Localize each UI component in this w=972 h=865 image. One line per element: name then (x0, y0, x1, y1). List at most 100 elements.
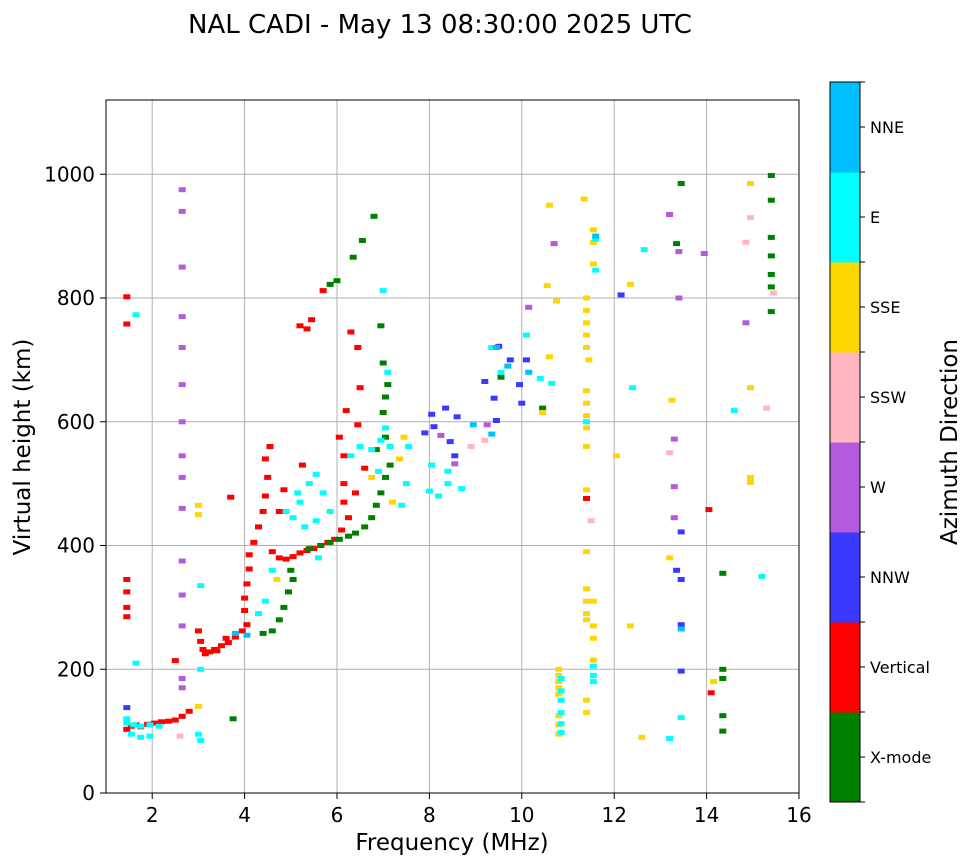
point-sse (589, 261, 597, 267)
point-sse (273, 577, 281, 582)
point-e (375, 468, 383, 474)
point-nnw (516, 382, 523, 388)
point-vertical (261, 456, 269, 462)
point-sse (583, 295, 590, 301)
point-sse (583, 345, 590, 350)
point-e (730, 408, 738, 414)
y-tick-label: 800 (57, 286, 95, 310)
point-sse (583, 413, 590, 419)
point-x-mode (719, 676, 727, 681)
point-x-mode (719, 666, 727, 672)
point-nnw (451, 453, 459, 459)
point-sse (194, 502, 202, 508)
point-e (382, 425, 389, 431)
point-e (592, 236, 600, 242)
point-x-mode (275, 617, 283, 623)
point-nnw (421, 430, 429, 436)
point-vertical (197, 638, 205, 644)
point-vertical (275, 509, 283, 514)
point-vertical (123, 726, 131, 732)
point-sse (400, 434, 408, 440)
colorbar-segment (830, 352, 860, 443)
point-nnw (123, 705, 131, 711)
data-points (123, 173, 778, 743)
point-vertical (583, 496, 590, 501)
point-sse (583, 549, 590, 555)
point-vertical (171, 717, 179, 723)
point-x-mode (767, 234, 775, 240)
point-e (557, 676, 565, 681)
point-x-mode (539, 405, 547, 411)
grid-lines (106, 100, 800, 794)
point-vertical (238, 628, 246, 634)
point-vertical (255, 524, 262, 530)
point-vertical (250, 539, 258, 545)
point-sse (583, 388, 590, 394)
point-nnw (522, 357, 530, 363)
chart-title: NAL CADI - May 13 08:30:00 2025 UTC (188, 10, 692, 40)
point-sse (555, 713, 563, 719)
point-sse (583, 617, 590, 623)
point-e (197, 583, 205, 589)
point-vertical (342, 408, 350, 414)
colorbar: X-mode Vertical NNW W SSW SSE E NNE (830, 81, 931, 803)
point-w (675, 295, 683, 301)
point-ssw (467, 444, 475, 449)
point-w (742, 320, 750, 326)
point-sse (589, 623, 597, 629)
point-w (178, 419, 186, 425)
point-e (326, 509, 334, 514)
point-e (356, 444, 364, 449)
point-vertical (308, 317, 316, 323)
point-e (677, 715, 685, 720)
point-x-mode (259, 630, 267, 636)
point-x-mode (719, 713, 727, 719)
point-sse (546, 202, 553, 208)
point-e (557, 710, 565, 716)
point-sse (747, 479, 754, 485)
point-x-mode (349, 254, 357, 260)
point-nnw (677, 622, 685, 628)
point-nnw (481, 379, 489, 384)
point-x-mode (345, 533, 352, 539)
point-vertical (164, 718, 172, 724)
colorbar-frame (829, 81, 861, 803)
point-vertical (356, 385, 364, 391)
point-sse (583, 611, 590, 617)
point-nnw (430, 424, 438, 430)
point-vertical (340, 453, 348, 459)
point-vertical (331, 536, 339, 542)
point-nnw (617, 292, 625, 298)
point-nnw (677, 577, 685, 582)
point-e (557, 688, 565, 694)
point-e (444, 468, 452, 474)
point-sse (583, 307, 590, 313)
point-x-mode (382, 434, 389, 440)
point-sse (589, 239, 597, 245)
point-sse (555, 672, 563, 678)
point-vertical (275, 555, 283, 561)
point-e (497, 369, 505, 375)
point-vertical (123, 614, 131, 620)
point-sse (626, 281, 634, 287)
point-e (123, 720, 131, 726)
point-e (261, 598, 269, 604)
point-vertical (123, 577, 131, 582)
point-sse (583, 444, 590, 449)
point-nne (504, 363, 512, 369)
point-vertical (354, 422, 362, 428)
point-nnw (677, 529, 685, 535)
point-sse (710, 679, 717, 685)
point-nnw (428, 411, 436, 417)
point-vertical (245, 566, 253, 572)
point-e (137, 734, 145, 740)
colorbar-segment (830, 262, 860, 353)
point-e (294, 490, 302, 496)
x-tick-label: 14 (694, 803, 719, 827)
point-vertical (340, 481, 348, 487)
point-e (123, 716, 131, 722)
point-vertical (201, 651, 209, 657)
point-vertical (123, 604, 131, 610)
point-vertical (259, 509, 267, 514)
point-vertical (231, 634, 239, 640)
